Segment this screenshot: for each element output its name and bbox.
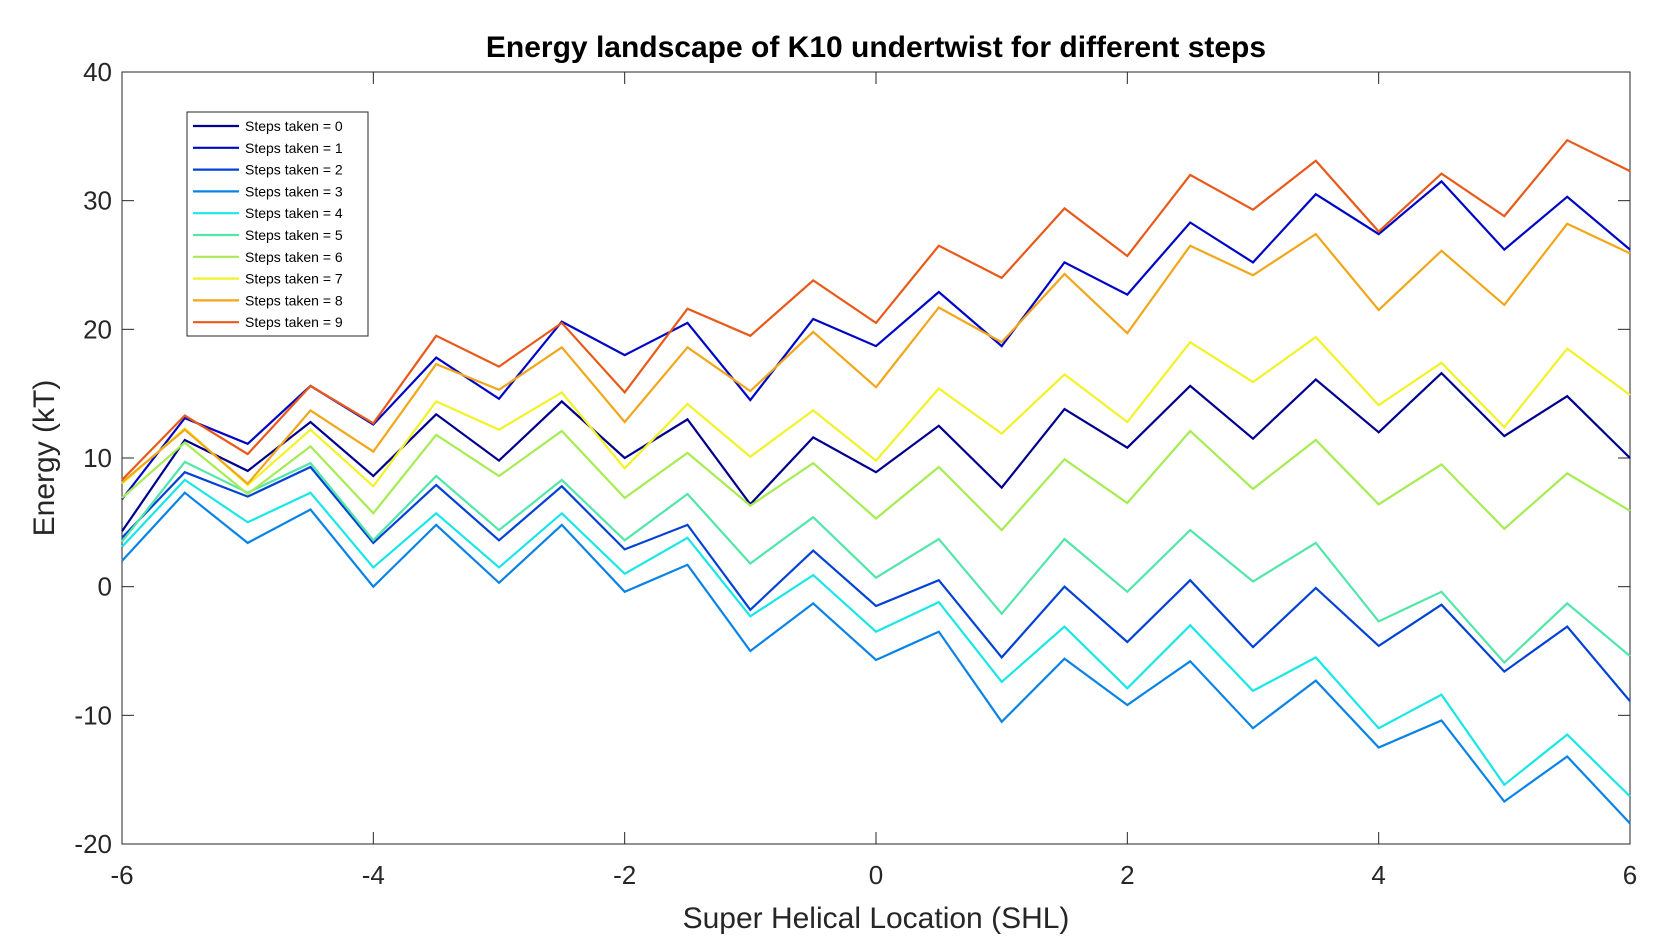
x-tick-label: -4 [362, 860, 385, 890]
legend-label-0: Steps taken = 0 [245, 118, 343, 134]
chart-title: Energy landscape of K10 undertwist for d… [486, 31, 1266, 64]
legend-box [186, 111, 369, 337]
y-axis-label: Energy (kT) [28, 380, 61, 537]
legend: Steps taken = 0 Steps taken = 1 Steps take… [186, 111, 369, 337]
legend-label-5: Steps taken = 5 [245, 227, 343, 243]
series-line-8 [121, 222, 1631, 486]
x-tick-label: 6 [1623, 860, 1637, 890]
legend-label-4: Steps taken = 4 [245, 205, 343, 221]
series-line-3 [121, 491, 1631, 825]
series-line-6 [121, 429, 1631, 532]
series-line-2 [121, 465, 1631, 702]
x-tick-label: -2 [613, 860, 636, 890]
legend-label-8: Steps taken = 8 [245, 292, 343, 308]
y-tick-label: 10 [83, 443, 112, 473]
plot-area [121, 71, 1631, 845]
legend-label-1: Steps taken = 1 [245, 140, 343, 156]
series-line-7 [121, 335, 1631, 488]
series-line-9 [121, 138, 1631, 481]
legend-label-2: Steps taken = 2 [245, 162, 343, 178]
x-tick-label: 4 [1371, 860, 1385, 890]
series-line-5 [121, 460, 1631, 665]
series-line-0 [121, 371, 1631, 532]
x-tick-label: -6 [110, 860, 133, 890]
y-tick-label: -10 [74, 700, 112, 730]
y-tick-label: 40 [83, 57, 112, 87]
legend-label-9: Steps taken = 9 [245, 314, 343, 330]
y-tick-label: 30 [83, 186, 112, 216]
x-tick-label: 0 [869, 860, 883, 890]
legend-label-3: Steps taken = 3 [245, 183, 343, 199]
series-lines [121, 138, 1631, 825]
y-tick-label: -20 [74, 829, 112, 859]
x-axis-label: Super Helical Location (SHL) [683, 902, 1070, 935]
series-line-4 [121, 478, 1631, 798]
legend-label-6: Steps taken = 6 [245, 249, 343, 265]
y-tick-label: 20 [83, 314, 112, 344]
legend-label-7: Steps taken = 7 [245, 271, 343, 287]
x-tick-label: 2 [1120, 860, 1134, 890]
y-tick-label: 0 [98, 572, 112, 602]
